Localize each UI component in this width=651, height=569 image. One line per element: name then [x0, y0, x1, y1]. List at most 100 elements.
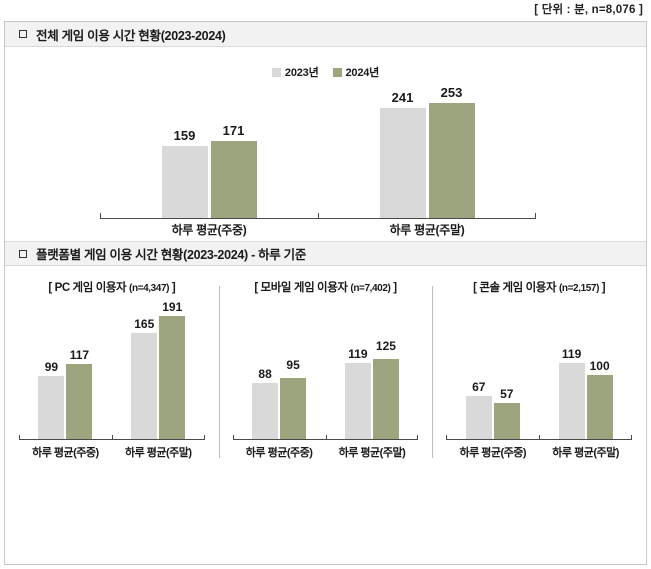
panel-title-bracket: ]	[169, 282, 176, 294]
panel-title-bracket: ]	[390, 282, 397, 294]
bar-value-label: 125	[375, 338, 396, 353]
bar-value-label: 100	[589, 358, 610, 373]
console-group-weekend: 119 100	[539, 300, 632, 440]
overall-group-weekday: 159 171	[100, 86, 318, 219]
report-frame: 전체 게임 이용 시간 현황(2023-2024) 2023년 2024년 15…	[4, 21, 647, 565]
panel-title-bracket: ]	[599, 282, 606, 294]
chart-legend: 2023년 2024년	[5, 64, 646, 80]
bar-console-weekday-2024	[493, 402, 520, 440]
overall-usage-chart: 159 171 241	[5, 84, 646, 241]
bar-group-pc-weekend-2024: 191	[159, 300, 186, 440]
section-title-overall: 전체 게임 이용 시간 현황(2023-2024)	[36, 28, 226, 43]
section-header-platform: 플랫폼별 게임 이용 시간 현황(2023-2024) - 하루 기준	[5, 241, 646, 266]
bar-group-console-weekend-2024: 100	[586, 300, 613, 440]
section-title-platform: 플랫폼별 게임 이용 시간 현황(2023-2024) - 하루 기준	[36, 248, 307, 262]
bar-value-label: 57	[500, 386, 514, 401]
panel-title-text: [ 모바일 게임 이용자	[254, 282, 351, 294]
panel-mobile: [ 모바일 게임 이용자 (n=7,402) ] 88 95	[218, 266, 433, 484]
bar-group-console-weekday-2024: 57	[493, 300, 520, 440]
pc-group-weekday: 99 117	[19, 300, 112, 440]
unit-note: [ 단위 : 분, n=8,076 ]	[534, 4, 643, 16]
bar-value-label: 171	[222, 122, 245, 138]
axis-label-weekend: 하루 평균(주말)	[124, 447, 192, 459]
panel-title-console: [ 콘솔 게임 이용자 (n=2,157) ]	[432, 279, 646, 295]
bar-group-console-weekday-2023: 67	[465, 300, 492, 440]
bar-pc-weekend-2023	[131, 332, 158, 440]
square-bullet-icon	[19, 30, 27, 38]
platform-panels: [ PC 게임 이용자 (n=4,347) ] 99 117	[5, 266, 646, 484]
pc-axis-line	[19, 435, 205, 440]
pc-axis-labels: 하루 평균(주중) 하루 평균(주말)	[19, 444, 205, 462]
panel-pc: [ PC 게임 이용자 (n=4,347) ] 99 117	[5, 266, 219, 484]
bar-group-weekend-2023: 241	[379, 86, 426, 219]
axis-label-weekday: 하루 평균(주중)	[171, 223, 247, 237]
console-axis-labels: 하루 평균(주중) 하루 평균(주말)	[446, 444, 632, 462]
panel-console: [ 콘솔 게임 이용자 (n=2,157) ] 67 57	[432, 266, 646, 484]
mobile-axis-labels: 하루 평균(주중) 하루 평균(주말)	[233, 444, 419, 462]
bar-group-console-weekend-2023: 119	[558, 300, 585, 440]
bar-value-label: 67	[472, 380, 486, 395]
pc-group-weekend: 165 191	[112, 300, 205, 440]
legend-item-2023: 2023년	[271, 64, 319, 80]
bar-pc-weekday-2024	[66, 363, 93, 440]
bar-mobile-weekend-2024	[372, 358, 399, 440]
overall-axis-labels: 하루 평균(주중) 하루 평균(주말)	[100, 221, 536, 239]
axis-label-weekday: 하루 평균(주중)	[459, 447, 527, 459]
bar-value-label: 99	[44, 359, 59, 374]
overall-group-weekend: 241 253	[318, 84, 536, 219]
panel-sample-size: (n=2,157)	[558, 283, 600, 294]
bar-mobile-weekday-2024	[280, 378, 307, 440]
bar-console-weekday-2023	[465, 396, 492, 440]
bar-pc-weekday-2023	[38, 375, 65, 440]
bar-group-mobile-weekend-2023: 119	[344, 300, 371, 440]
bar-pc-weekend-2024	[159, 315, 186, 440]
bar-weekday-2024	[210, 140, 257, 219]
bar-group-weekend-2024: 253	[428, 84, 475, 219]
bar-group-mobile-weekend-2024: 125	[372, 300, 399, 440]
bar-value-label: 119	[561, 346, 582, 361]
section-header-overall: 전체 게임 이용 시간 현황(2023-2024)	[5, 22, 646, 47]
overall-plot-area: 159 171 241	[100, 84, 536, 219]
bar-console-weekend-2024	[586, 374, 613, 440]
axis-label-weekend: 하루 평균(주말)	[389, 223, 465, 237]
bar-value-label: 159	[173, 128, 196, 144]
panel-sample-size: (n=7,402)	[350, 283, 391, 294]
panel-title-pc: [ PC 게임 이용자 (n=4,347) ]	[5, 279, 219, 295]
bar-value-label: 253	[440, 84, 463, 100]
bar-group-pc-weekday-2023: 99	[38, 300, 65, 440]
axis-label-weekday: 하루 평균(주중)	[245, 447, 313, 459]
axis-label-weekend: 하루 평균(주말)	[338, 447, 406, 459]
bar-value-label: 95	[286, 358, 300, 373]
square-bullet-icon	[19, 249, 27, 258]
panel-title-text: [ 콘솔 게임 이용자	[473, 282, 559, 294]
bar-weekend-2024	[428, 102, 475, 219]
bar-value-label: 117	[69, 347, 90, 362]
bar-console-weekend-2023	[558, 362, 585, 440]
bar-mobile-weekend-2023	[344, 362, 371, 440]
legend-item-2024: 2024년	[332, 64, 380, 80]
pc-plot-area: 99 117	[19, 300, 205, 440]
legend-label-2023: 2023년	[284, 67, 319, 79]
legend-swatch-2023	[271, 67, 281, 77]
bar-group-mobile-weekday-2024: 95	[280, 300, 307, 440]
console-group-weekday: 67 57	[446, 300, 539, 440]
bar-group-weekday-2023: 159	[161, 86, 208, 219]
console-plot-area: 67 57	[446, 300, 632, 440]
bar-group-weekday-2024: 171	[210, 86, 257, 219]
bar-weekend-2023	[379, 108, 426, 219]
bar-value-label: 241	[391, 90, 414, 106]
bar-group-pc-weekday-2024: 117	[66, 300, 93, 440]
mobile-plot-area: 88 95	[233, 300, 419, 440]
mobile-axis-line	[232, 435, 419, 440]
legend-swatch-2024	[332, 67, 342, 77]
bar-group-pc-weekend-2023: 165	[131, 300, 158, 440]
mobile-group-weekend: 119 125	[326, 300, 419, 440]
panel-sample-size: (n=4,347)	[129, 283, 170, 294]
bar-value-label: 165	[134, 316, 155, 331]
legend-label-2024: 2024년	[345, 67, 380, 79]
axis-label-weekend: 하루 평균(주말)	[552, 447, 619, 459]
bar-value-label: 119	[348, 346, 368, 361]
mobile-group-weekday: 88 95	[233, 300, 326, 440]
bar-value-label: 88	[258, 366, 272, 381]
